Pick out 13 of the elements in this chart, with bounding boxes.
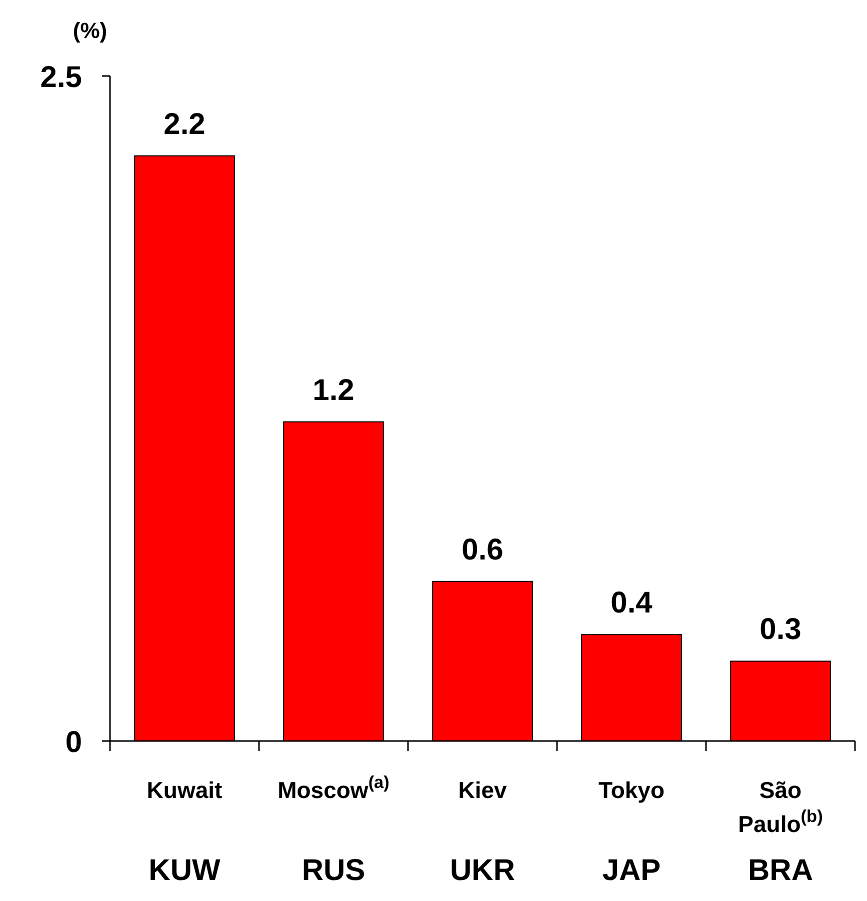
data-label: 0.3	[760, 613, 802, 646]
category-label: Kiev UKR	[450, 777, 515, 887]
category-label: Kuwait KUW	[146, 777, 222, 887]
data-label: 1.2	[312, 374, 354, 407]
y-tick-label: 0	[65, 726, 82, 759]
y-axis-title: (%)	[72, 18, 108, 43]
data-label: 2.2	[164, 108, 206, 141]
category-label: Tokyo JAP	[598, 777, 665, 887]
y-tick-label: 2.5	[40, 61, 82, 94]
data-label: 0.6	[462, 533, 504, 566]
category-label: São Paulo$^{(b)}$ BRA	[738, 777, 823, 887]
data-label: 0.4	[610, 586, 653, 620]
category-label: Moscow$^{(a)}$ RUS	[278, 772, 390, 887]
